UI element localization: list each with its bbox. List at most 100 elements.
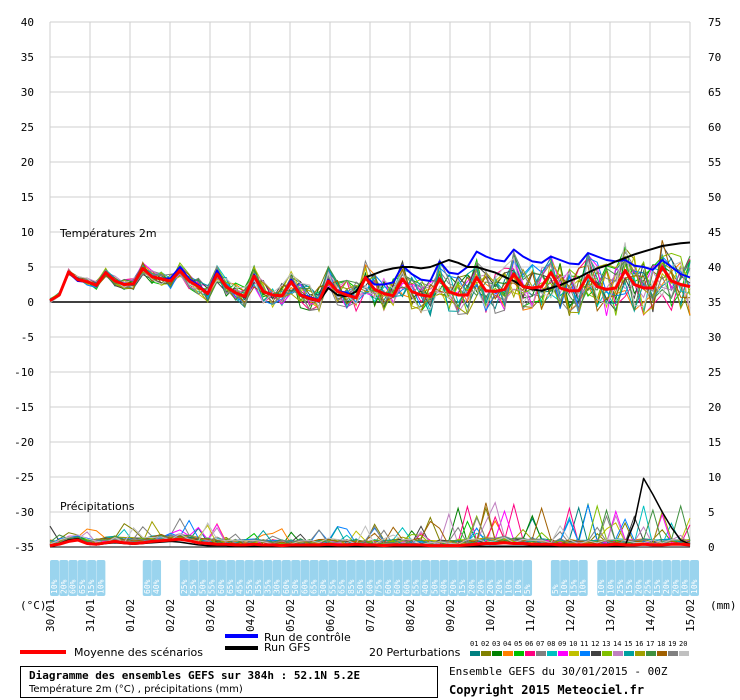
x-tick-label: 12/02: [564, 599, 577, 632]
x-tick-label: 02/02: [164, 599, 177, 632]
snow-cell: [634, 560, 644, 596]
perturbation-precip-line: [49, 502, 691, 546]
perturbation-id: 12: [591, 640, 599, 648]
perturbation-swatch: [657, 651, 667, 656]
perturbation-swatch: [580, 651, 590, 656]
y-tick-right: 40: [708, 261, 721, 274]
mean-precip-line: [49, 537, 691, 548]
chart-title-box: Diagramme des ensembles GEFS sur 384h : …: [20, 666, 438, 698]
snow-probability: 65%: [310, 579, 319, 594]
y-tick-right: 15: [708, 436, 721, 449]
snow-cell: [569, 560, 579, 596]
snow-cell: [77, 560, 87, 596]
snow-cell: [179, 560, 189, 596]
snow-probability: 40%: [440, 579, 449, 594]
y-tick-left: 15: [21, 191, 34, 204]
x-tick-label: 07/02: [364, 599, 377, 632]
snow-cell: [690, 560, 699, 596]
snow-probability: 50%: [430, 579, 439, 594]
snow-probability: 65%: [338, 579, 347, 594]
snow-cell: [652, 560, 662, 596]
snow-cell: [59, 560, 69, 596]
snow-probability: 20%: [671, 579, 680, 594]
snow-probability: 85%: [347, 579, 356, 594]
snow-cell: [272, 560, 282, 596]
snow-probability: 35%: [254, 579, 263, 594]
snow-cell: [643, 560, 653, 596]
snow-cell: [50, 560, 59, 596]
x-tick-label: 04/02: [244, 599, 257, 632]
snow-cell: [458, 560, 468, 596]
x-tick-label: 09/02: [444, 599, 457, 632]
perturbation-swatch: [558, 651, 568, 656]
snow-cell: [226, 560, 236, 596]
snow-probability: 55%: [245, 579, 254, 594]
snow-probability: 60%: [300, 579, 309, 594]
snow-probability: 60%: [365, 579, 374, 594]
snow-probability: 15%: [569, 579, 578, 594]
perturbation-id: 03: [492, 640, 500, 648]
snow-probability: 20%: [477, 579, 486, 594]
perturbation-id: 04: [503, 640, 511, 648]
snow-cell: [513, 560, 523, 596]
snow-probability: 40%: [152, 579, 161, 594]
y-tick-left: 20: [21, 156, 34, 169]
snow-probability: 35%: [263, 579, 272, 594]
perturbation-id: 07: [536, 640, 544, 648]
snow-probability: 30%: [319, 579, 328, 594]
y-tick-right: 10: [708, 471, 721, 484]
snow-probability: 65%: [78, 579, 87, 594]
snow-cell: [374, 560, 384, 596]
snow-cell: [467, 560, 477, 596]
temperature-panel-label: Températures 2m: [59, 227, 157, 240]
copyright: Copyright 2015 Meteociel.fr: [449, 683, 645, 697]
snow-probability: 25%: [616, 579, 625, 594]
snow-probability: 20%: [467, 579, 476, 594]
perturbation-swatch: [470, 651, 480, 656]
snow-cell: [383, 560, 393, 596]
snow-cell: [597, 560, 607, 596]
snow-cell: [448, 560, 458, 596]
snow-probability: 10%: [607, 579, 616, 594]
main-series-lines: [49, 241, 691, 548]
snow-cell: [625, 560, 635, 596]
perturbation-id: 01: [470, 640, 478, 648]
y-tick-right: 25: [708, 366, 721, 379]
snow-probability: 45%: [236, 579, 245, 594]
y-tick-left: 25: [21, 121, 34, 134]
snow-cell: [87, 560, 97, 596]
run-label: Ensemble GEFS du 30/01/2015 - 00Z: [449, 665, 668, 678]
perturbation-swatch: [503, 651, 513, 656]
perturbation-swatch: [668, 651, 678, 656]
snow-probability: 10%: [96, 579, 105, 594]
snow-probability: 50%: [291, 579, 300, 594]
snow-cell: [606, 560, 616, 596]
snow-cell: [671, 560, 681, 596]
perturbation-swatch: [514, 651, 524, 656]
y-tick-left: 10: [21, 226, 34, 239]
perturbation-swatch: [525, 651, 535, 656]
perturbation-swatch: [602, 651, 612, 656]
snow-probability: 60%: [402, 579, 411, 594]
snow-probability: 55%: [208, 579, 217, 594]
snow-probability: 60%: [384, 579, 393, 594]
snow-probability: 50%: [198, 579, 207, 594]
y-tick-left: -5: [21, 331, 34, 344]
snow-cell: [189, 560, 199, 596]
snow-probability: 40%: [421, 579, 430, 594]
y-tick-left: -25: [14, 471, 34, 484]
perturbation-swatch: [547, 651, 557, 656]
snow-probability: 10%: [690, 579, 699, 594]
snow-probability: 15%: [625, 579, 634, 594]
snow-probability: 15%: [458, 579, 467, 594]
perturbation-swatch: [613, 651, 623, 656]
y-tick-right: 0: [708, 541, 715, 554]
snow-cell: [318, 560, 328, 596]
mean-temp-line: [49, 265, 691, 303]
chart-subtitle: Température 2m (°C) , précipitations (mm…: [29, 684, 243, 695]
perturbation-id: 13: [602, 640, 610, 648]
x-tick-label: 30/01: [44, 599, 57, 632]
snow-cell: [68, 560, 78, 596]
perturbation-swatch: [679, 651, 689, 656]
snow-probability: 20%: [486, 579, 495, 594]
